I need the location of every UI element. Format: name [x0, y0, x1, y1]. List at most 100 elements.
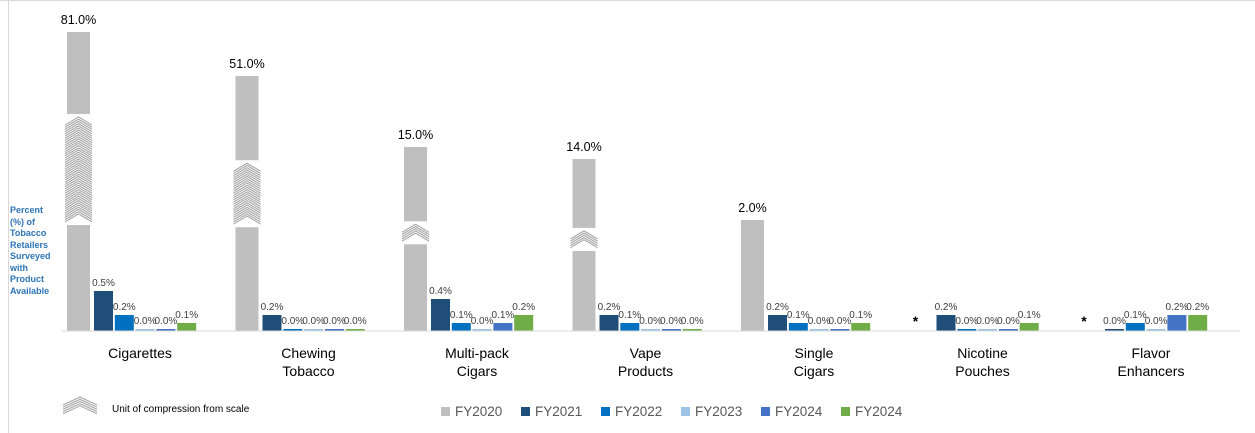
compression-chevron: [64, 147, 93, 157]
category-label-nicotine-pouches-line2: Pouches: [955, 363, 1009, 379]
compression-chevron: [401, 225, 430, 235]
data-label-fy2023-3-single-cigars: 0.0%: [808, 316, 831, 327]
bar-fy2024-5-multi-pack-cigars[interactable]: [514, 315, 534, 331]
frame-top-border: [0, 0, 1255, 1]
compression-chevron: [233, 178, 261, 188]
compression-chevron: [64, 195, 93, 205]
bar-fy2023-3-vape-products[interactable]: [641, 329, 661, 331]
legend-swatch-fy2024-5[interactable]: [841, 407, 850, 416]
compression-chevron: [64, 189, 93, 199]
bar-fy2024-4-cigarettes[interactable]: [156, 329, 176, 331]
bar-fy2023-3-flavor-enhancers[interactable]: [1146, 329, 1166, 331]
bar-fy2022-2-vape-products[interactable]: [620, 323, 640, 331]
compression-chevron: [233, 204, 261, 214]
compression-legend-chevron: [62, 402, 98, 413]
bar-fy2024-5-nicotine-pouches[interactable]: [1019, 323, 1039, 331]
compression-break: [569, 227, 599, 251]
compression-chevron: [64, 191, 93, 201]
compression-chevron: [233, 164, 261, 174]
bar-fy2024-5-cigarettes[interactable]: [177, 323, 197, 331]
data-label-fy2024-4-vape-products: 0.0%: [660, 316, 683, 327]
legend-label-fy2020-0[interactable]: FY2020: [455, 404, 502, 419]
bar-fy2024-4-vape-products[interactable]: [661, 329, 681, 331]
data-label-fy2021-1-cigarettes: 0.5%: [92, 278, 115, 289]
legend-label-fy2021-1[interactable]: FY2021: [535, 404, 582, 419]
bar-fy2024-4-nicotine-pouches[interactable]: [998, 329, 1018, 331]
legend-label-fy2024-4[interactable]: FY2024: [775, 404, 823, 419]
compression-legend-chevron: [62, 405, 98, 415]
bar-fy2021-1-chewing-tobacco[interactable]: [262, 315, 282, 331]
compression-chevron: [64, 169, 93, 179]
compression-chevron: [64, 142, 93, 152]
compression-chevron: [64, 197, 93, 207]
bar-fy2021-1-nicotine-pouches[interactable]: [936, 315, 956, 331]
bar-fy2021-1-cigarettes[interactable]: [94, 291, 113, 331]
legend-label-fy2024-5[interactable]: FY2024: [855, 404, 903, 419]
compression-chevron: [64, 134, 93, 144]
category-label-cigarettes-line1: Cigarettes: [108, 345, 172, 361]
bar-fy2022-2-multi-pack-cigars[interactable]: [451, 323, 471, 331]
bar-fy2021-1-single-cigars[interactable]: [768, 315, 787, 331]
data-label-fy2024-4-chewing-tobacco: 0.0%: [323, 316, 346, 327]
legend-swatch-fy2024-4[interactable]: [761, 407, 770, 416]
compression-chevron: [64, 178, 93, 188]
compression-chevron: [233, 211, 261, 221]
legend-swatch-fy2020-0[interactable]: [441, 407, 450, 416]
bar-fy2023-3-multi-pack-cigars[interactable]: [472, 329, 492, 331]
bar-fy2024-4-multi-pack-cigars[interactable]: [493, 323, 513, 331]
bar-fy2024-4-chewing-tobacco[interactable]: [324, 329, 344, 331]
compression-chevron: [233, 213, 261, 223]
legend-label-fy2022-2[interactable]: FY2022: [615, 404, 662, 419]
legend-label-fy2023-3[interactable]: FY2023: [695, 404, 742, 419]
bar-fy2021-1-multi-pack-cigars[interactable]: [431, 299, 450, 331]
bar-fy2020-single-cigars[interactable]: [741, 220, 764, 331]
compression-chevron: [233, 195, 261, 205]
data-label-fy2024-4-nicotine-pouches: 0.0%: [997, 316, 1020, 327]
bar-fy2023-3-cigarettes[interactable]: [135, 329, 155, 331]
data-label-fy2022-2-single-cigars: 0.1%: [787, 310, 810, 321]
bar-fy2024-4-single-cigars[interactable]: [830, 329, 850, 331]
bar-fy2021-1-vape-products[interactable]: [599, 315, 619, 331]
bar-fy2023-3-single-cigars[interactable]: [809, 329, 829, 331]
bar-fy2024-4-flavor-enhancers[interactable]: [1167, 315, 1187, 331]
data-label-fy2023-3-chewing-tobacco: 0.0%: [302, 316, 325, 327]
compression-chevron: [570, 232, 598, 242]
data-label-fy2021-1-multi-pack-cigars: 0.4%: [429, 286, 452, 297]
data-label-fy2024-5-nicotine-pouches: 0.1%: [1018, 310, 1041, 321]
bar-fy2022-2-cigarettes[interactable]: [114, 315, 134, 331]
compression-chevron: [233, 202, 261, 212]
bar-fy2024-5-flavor-enhancers[interactable]: [1188, 315, 1208, 331]
compression-chevron: [233, 173, 261, 183]
data-label-fy2023-3-cigarettes: 0.0%: [134, 316, 157, 327]
bar-fy2024-5-single-cigars[interactable]: [851, 323, 871, 331]
compression-break: [401, 221, 430, 245]
bar-fy2021-1-flavor-enhancers[interactable]: [1105, 329, 1124, 331]
compression-chevron: [64, 153, 93, 163]
compression-chevron: [64, 136, 93, 146]
compression-chevron: [64, 145, 93, 155]
bar-fy2023-3-chewing-tobacco[interactable]: [304, 329, 324, 331]
bar-fy2022-2-flavor-enhancers[interactable]: [1125, 323, 1145, 331]
bar-fy2024-5-chewing-tobacco[interactable]: [345, 329, 365, 331]
compression-chevron: [570, 230, 598, 240]
compression-chevron: [64, 149, 93, 159]
compression-chevron: [64, 131, 93, 141]
compression-chevron: [233, 180, 261, 190]
frame-left-border: [8, 0, 9, 433]
legend-swatch-fy2022-2[interactable]: [601, 407, 610, 416]
compression-chevron: [64, 156, 93, 166]
compression-chevron: [401, 232, 430, 242]
bar-fy2022-2-single-cigars[interactable]: [788, 323, 808, 331]
bar-fy2022-2-nicotine-pouches[interactable]: [957, 329, 977, 331]
compression-chevron: [401, 228, 430, 238]
data-label-fy2020-nicotine-pouches: *: [913, 313, 919, 329]
compression-chevron: [233, 182, 261, 192]
bar-fy2024-5-vape-products[interactable]: [682, 329, 702, 331]
legend-swatch-fy2021-1[interactable]: [521, 407, 530, 416]
data-label-fy2024-5-cigarettes: 0.1%: [175, 310, 198, 321]
bar-fy2023-3-nicotine-pouches[interactable]: [978, 329, 998, 331]
bar-fy2022-2-chewing-tobacco[interactable]: [283, 329, 303, 331]
legend-swatch-fy2023-3[interactable]: [681, 407, 690, 416]
compression-break: [232, 160, 262, 228]
